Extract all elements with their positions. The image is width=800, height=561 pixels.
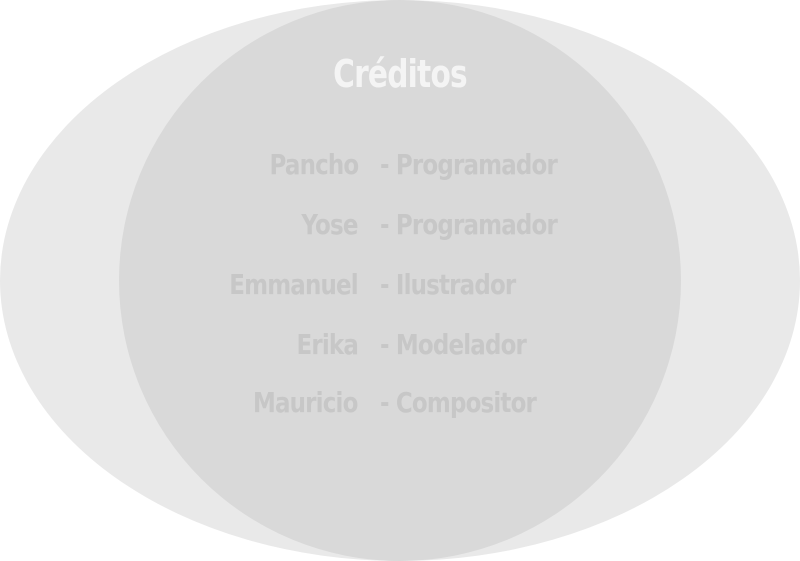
credit-row: Yose - Programador (0, 208, 800, 248)
credit-name: Emmanuel (229, 268, 358, 301)
credit-role: - Modelador (380, 328, 527, 361)
credit-role: - Programador (380, 208, 558, 241)
credit-row: Mauricio - Compositor (0, 386, 800, 426)
background-circle (119, 0, 681, 561)
credit-row: Erika - Modelador (0, 328, 800, 368)
credit-name: Erika (296, 328, 358, 361)
credit-role: - Ilustrador (380, 268, 516, 301)
credit-name: Mauricio (253, 386, 358, 419)
credit-name: Pancho (269, 148, 359, 181)
credit-row: Pancho - Programador (0, 148, 800, 188)
credits-title: Créditos (333, 52, 468, 96)
credit-role: - Programador (380, 148, 558, 181)
credit-row: Emmanuel - Ilustrador (0, 268, 800, 308)
credit-name: Yose (301, 208, 359, 241)
credit-role: - Compositor (380, 386, 537, 419)
